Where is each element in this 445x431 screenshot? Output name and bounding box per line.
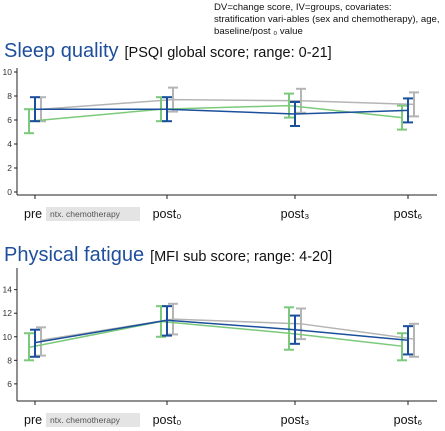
y-tick-label: 14 bbox=[3, 285, 13, 295]
x-tick-label: post₀ bbox=[153, 207, 182, 221]
y-tick-label: 0 bbox=[7, 187, 12, 197]
chart-title: Sleep quality bbox=[4, 40, 119, 62]
series-line-green bbox=[28, 320, 403, 349]
y-tick-label: 6 bbox=[7, 115, 12, 125]
physical-fatigue-title: Physical fatigue [MFI sub score; range: 4… bbox=[4, 244, 332, 267]
x-tick-label: pre bbox=[24, 413, 42, 427]
series-line-gray bbox=[40, 318, 415, 342]
chart-subtitle: [MFI sub score; range: 4-20] bbox=[150, 249, 333, 265]
category-note: ntx. chemotherapy bbox=[50, 415, 121, 425]
y-tick-label: 10 bbox=[3, 67, 13, 77]
y-tick-label: 4 bbox=[7, 139, 12, 149]
category-note-bg bbox=[46, 413, 140, 427]
x-tick-label: post₆ bbox=[394, 413, 423, 427]
x-tick-label: post₃ bbox=[281, 207, 310, 221]
y-tick-label: 12 bbox=[3, 308, 13, 318]
series-line-blue bbox=[34, 319, 409, 344]
method-note: DV=change score, IV=groups, covariates: … bbox=[214, 2, 440, 37]
series-line-gray bbox=[40, 98, 415, 110]
y-tick-label: 6 bbox=[7, 379, 12, 389]
category-note: ntx. chemotherapy bbox=[50, 209, 121, 219]
series-line-blue bbox=[35, 108, 409, 115]
x-tick-label: post₀ bbox=[153, 413, 182, 427]
series-line-green bbox=[28, 104, 403, 122]
chart-subtitle: [PSQI global score; range: 0-21] bbox=[124, 45, 332, 61]
x-tick-label: pre bbox=[24, 207, 42, 221]
y-tick-label: 2 bbox=[7, 163, 12, 173]
sleep-quality-title: Sleep quality [PSQI global score; range: … bbox=[4, 40, 332, 63]
y-tick-label: 8 bbox=[7, 91, 12, 101]
chart-title: Physical fatigue bbox=[4, 244, 145, 266]
y-tick-label: 8 bbox=[7, 355, 12, 365]
x-tick-label: post₃ bbox=[281, 413, 310, 427]
x-tick-label: post₆ bbox=[394, 207, 423, 221]
category-note-bg bbox=[46, 207, 140, 221]
y-tick-label: 10 bbox=[3, 332, 13, 342]
